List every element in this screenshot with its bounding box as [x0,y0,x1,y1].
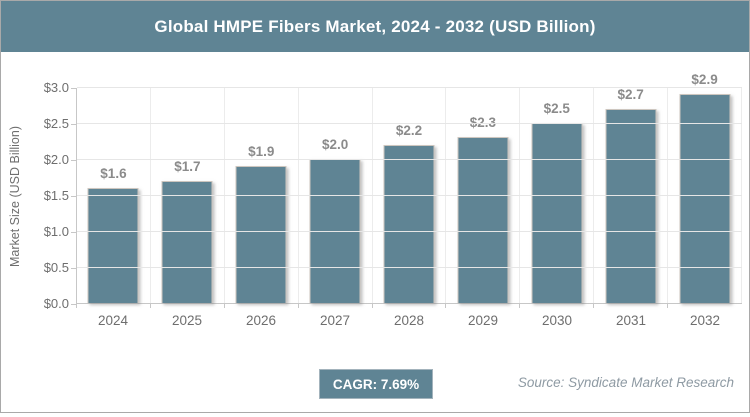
x-tick-mark [297,304,299,308]
gridline [77,87,742,88]
y-tick-label: $0.0 [43,296,69,311]
y-tick-mark [71,88,76,89]
bar-column: $2.7 [593,87,669,308]
y-tick-label: $0.5 [43,260,69,275]
bar-column: $2.2 [371,88,447,308]
bar-value-label: $1.7 [174,159,201,174]
cagr-badge: CAGR: 7.69% [319,369,433,399]
y-tick-mark [71,124,76,125]
bar-value-label: $2.2 [395,123,423,138]
bar-2025 [161,181,213,303]
bar-2026 [235,166,287,303]
x-tick-label: 2025 [171,313,203,328]
plot-area: $1.6 $1.7 $1.9 $2.0 $2.2 $2.3 $2.5 $2.7 $2.9 [76,72,743,308]
y-tick-mark [71,304,76,305]
x-tick-label: 2027 [319,313,351,328]
bar-2032 [679,94,731,303]
x-tick-label: 2028 [393,313,425,328]
y-tick-label: $1.0 [43,224,69,239]
x-tick-mark [223,304,225,308]
chart-title-bar: Global HMPE Fibers Market, 2024 - 2032 (… [1,1,749,52]
bar-2031 [605,109,657,303]
y-tick-label: $3.0 [43,80,69,95]
bar-value-label: $1.9 [248,144,275,159]
x-tick-label: 2030 [541,313,573,328]
x-axis-labels: 2024 2025 2026 2027 2028 2029 2030 2031 2032 [76,313,742,328]
y-tick-mark [71,232,76,233]
x-tick-label: 2029 [467,313,499,328]
y-tick-label: $2.0 [43,152,69,167]
gridline [77,159,742,160]
gridline [77,195,742,196]
x-tick-mark [667,304,669,308]
x-tick-mark [149,304,151,308]
x-tick-label: 2026 [245,313,277,328]
chart-title: Global HMPE Fibers Market, 2024 - 2032 (… [154,16,596,36]
bar-column: $2.9 [667,72,743,308]
y-tick-label: $2.5 [43,116,69,131]
bar-column: $1.6 [76,88,151,308]
gridline [77,267,742,268]
bar-value-label: $2.9 [691,72,718,87]
x-tick-mark [519,304,521,308]
x-tick-mark [371,304,373,308]
y-tick-mark [71,196,76,197]
x-tick-mark [445,304,447,308]
bar-column: $1.7 [149,88,225,308]
y-tick-label: $1.5 [43,188,69,203]
bar-column: $2.5 [519,88,595,308]
y-axis-title: Market Size (USD Billion) [8,125,22,267]
bar-2029 [457,137,509,303]
bar-value-label: $1.6 [100,166,127,181]
x-tick-label: 2031 [615,313,647,328]
source-note: Source: Syndicate Market Research [517,375,734,390]
y-tick-mark [71,160,76,161]
bar-column: $2.3 [445,88,521,308]
bar-value-label: $2.0 [321,137,349,152]
bar-value-label: $2.5 [543,101,570,116]
y-tick-mark [71,268,76,269]
bar-value-label: $2.3 [469,115,497,130]
gridline [77,231,742,232]
bar-2030 [531,123,583,303]
x-tick-label: 2024 [97,313,129,328]
bar-value-label: $2.7 [617,87,644,102]
x-tick-mark [593,304,595,308]
gridline [77,123,742,124]
x-tick-label: 2032 [689,313,721,328]
bar-2028 [383,145,435,303]
x-tick-mark [76,304,77,308]
bar-2024 [87,188,139,303]
